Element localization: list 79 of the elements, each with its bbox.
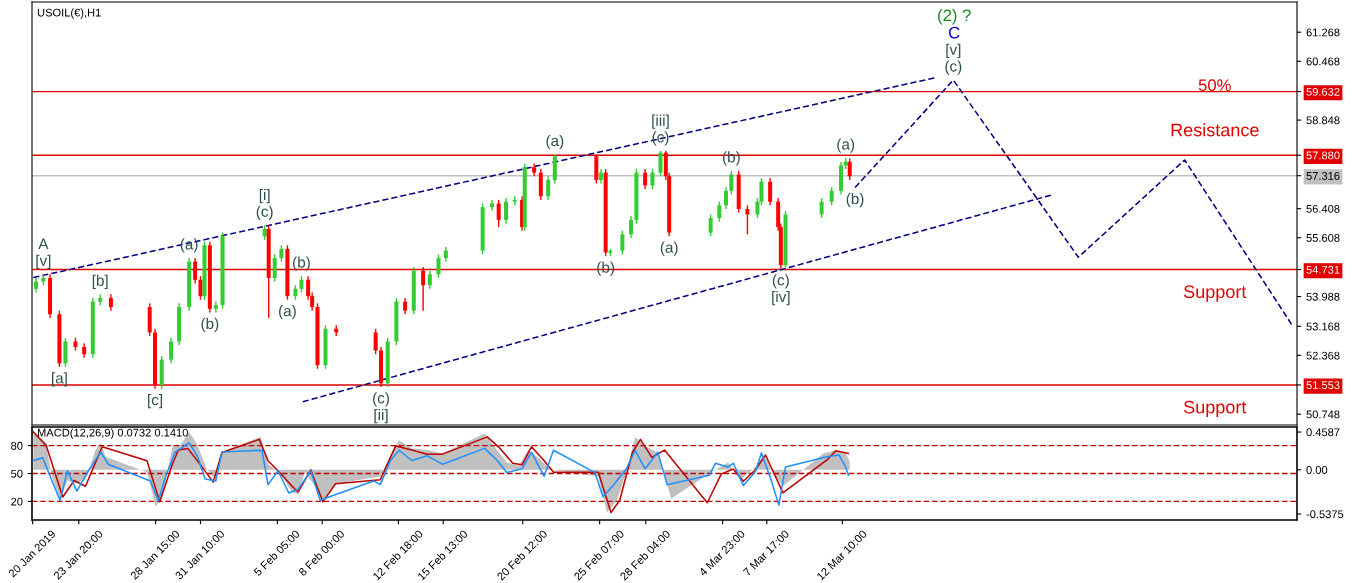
y-tick-label: 53.988 bbox=[1306, 292, 1340, 301]
candlestick bbox=[708, 213, 713, 237]
annotation: A bbox=[38, 238, 49, 250]
candlestick bbox=[745, 204, 750, 236]
annotation: C bbox=[949, 26, 960, 39]
annotation: (a) bbox=[546, 134, 564, 150]
candlestick bbox=[629, 215, 634, 239]
ref-line-label: Support bbox=[1183, 400, 1247, 418]
annotation: (c) bbox=[945, 60, 962, 75]
y2-tick-label: 20 bbox=[11, 497, 23, 506]
candlestick bbox=[436, 253, 441, 279]
annotation: [ii] bbox=[374, 408, 388, 424]
candlestick bbox=[650, 168, 655, 190]
y2-tick-label: 80 bbox=[11, 441, 23, 450]
candlestick bbox=[729, 170, 734, 196]
y-tick-label: 53.168 bbox=[1306, 322, 1340, 331]
y-tick-label: 56.408 bbox=[1306, 204, 1340, 213]
y-tick-label: 0.00 bbox=[1306, 466, 1328, 474]
candlestick bbox=[198, 275, 203, 301]
annotation: (b) bbox=[201, 317, 219, 333]
y-tick-label: 59.632 bbox=[1306, 87, 1340, 96]
annotation: [iii] bbox=[652, 114, 669, 129]
y-tick-label: 60.468 bbox=[1306, 57, 1340, 66]
annotation: [c] bbox=[148, 394, 162, 409]
candlestick bbox=[620, 230, 625, 256]
y-tick-label: 57.316 bbox=[1306, 171, 1340, 180]
candlestick bbox=[496, 199, 501, 228]
candlestick bbox=[552, 153, 557, 185]
annotation: (a) bbox=[279, 305, 296, 320]
y-tick-label: 61.268 bbox=[1306, 28, 1340, 37]
annotation: (c) bbox=[373, 392, 389, 407]
ref-line-label: Resistance bbox=[1171, 123, 1259, 137]
candlestick bbox=[594, 153, 599, 185]
annotation: (b) bbox=[846, 192, 864, 208]
y-tick-label: 54.731 bbox=[1306, 265, 1340, 274]
annotation: (c) bbox=[256, 205, 273, 220]
annotation: (a) bbox=[837, 138, 855, 153]
candlestick bbox=[546, 175, 551, 201]
annotation: (a) bbox=[180, 238, 198, 253]
candlestick bbox=[504, 197, 509, 225]
candlestick bbox=[373, 328, 378, 355]
y-tick-label: 51.553 bbox=[1306, 381, 1340, 390]
candlestick bbox=[658, 150, 663, 177]
annotation: [v] bbox=[36, 254, 51, 269]
candlestick bbox=[421, 266, 426, 312]
y2-tick-label: 50 bbox=[11, 469, 23, 478]
y-tick-label: 55.608 bbox=[1306, 233, 1340, 242]
annotation: [iv] bbox=[772, 290, 790, 306]
chart-title: MACD(12,26,9) 0.0732 0.1410 bbox=[37, 428, 188, 439]
y-tick-label: 0.4587 bbox=[1306, 428, 1340, 437]
y-tick-label: 50.748 bbox=[1306, 410, 1340, 419]
candlestick bbox=[819, 197, 824, 219]
candlestick bbox=[538, 168, 543, 201]
annotation: [b] bbox=[92, 274, 108, 289]
annotation: (c) bbox=[772, 274, 789, 289]
candlestick bbox=[427, 269, 432, 290]
candlestick bbox=[724, 186, 729, 210]
annotation: [a] bbox=[52, 372, 67, 387]
annotation: 50% bbox=[1198, 79, 1231, 92]
candlestick bbox=[768, 177, 773, 207]
candlestick bbox=[63, 337, 68, 368]
line-series bbox=[32, 442, 850, 506]
y-tick-label: 58.848 bbox=[1306, 116, 1340, 125]
candlestick bbox=[193, 257, 198, 285]
candlestick bbox=[717, 201, 722, 223]
annotation: (2) ? bbox=[938, 9, 971, 25]
candlestick bbox=[829, 186, 834, 207]
candlestick bbox=[272, 253, 277, 283]
annotation: (a) bbox=[660, 241, 678, 256]
y-tick-label: 52.368 bbox=[1306, 351, 1340, 360]
candlestick bbox=[643, 168, 648, 190]
annotation: [i] bbox=[259, 189, 270, 204]
candlestick bbox=[169, 337, 174, 364]
annotation: [v] bbox=[946, 43, 961, 59]
annotation: (b) bbox=[293, 256, 310, 271]
ref-line-label: Support bbox=[1183, 285, 1247, 302]
y-tick-label: 57.880 bbox=[1306, 151, 1340, 160]
text: USOIL(€),H1 bbox=[37, 8, 101, 19]
y-tick-label: -0.5375 bbox=[1306, 510, 1344, 519]
